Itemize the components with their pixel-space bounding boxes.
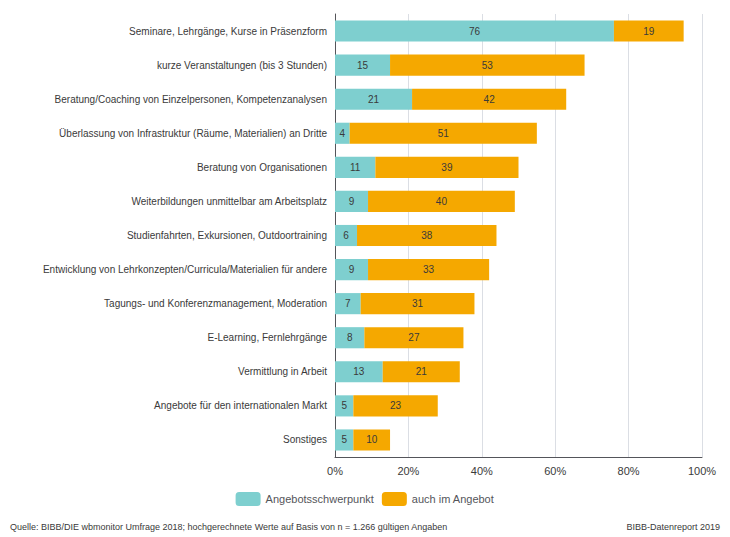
svg-text:4: 4 (340, 128, 346, 139)
svg-text:60%: 60% (544, 465, 566, 477)
svg-text:8: 8 (347, 332, 353, 343)
svg-text:5: 5 (341, 434, 347, 445)
svg-text:Beratung/Coaching von Einzelpe: Beratung/Coaching von Einzelpersonen, Ko… (55, 94, 327, 105)
svg-text:E-Learning, Fernlehrgänge: E-Learning, Fernlehrgänge (207, 332, 327, 343)
svg-text:Tagungs- und Konferenzmanageme: Tagungs- und Konferenzmanagement, Modera… (104, 298, 327, 309)
svg-text:Sonstiges: Sonstiges (283, 434, 327, 445)
svg-text:80%: 80% (618, 465, 640, 477)
svg-text:42: 42 (484, 94, 496, 105)
svg-text:40: 40 (436, 196, 448, 207)
svg-text:19: 19 (643, 26, 655, 37)
svg-text:Studienfahrten, Exkursionen, O: Studienfahrten, Exkursionen, Outdoortrai… (127, 230, 327, 241)
svg-text:Weiterbildungen unmittelbar am: Weiterbildungen unmittelbar am Arbeitspl… (132, 196, 327, 207)
svg-text:40%: 40% (471, 465, 493, 477)
svg-text:BIBB-Datenreport 2019: BIBB-Datenreport 2019 (626, 522, 720, 532)
svg-text:33: 33 (423, 264, 435, 275)
svg-text:Entwicklung von Lehrkonzepten/: Entwicklung von Lehrkonzepten/Curricula/… (43, 264, 327, 275)
svg-text:27: 27 (408, 332, 420, 343)
svg-text:Angebotsschwerpunkt: Angebotsschwerpunkt (266, 493, 374, 505)
svg-text:51: 51 (438, 128, 450, 139)
svg-text:Vermittlung in Arbeit: Vermittlung in Arbeit (238, 366, 327, 377)
svg-text:5: 5 (341, 400, 347, 411)
svg-text:10: 10 (366, 434, 378, 445)
svg-text:6: 6 (343, 230, 349, 241)
svg-text:7: 7 (345, 298, 351, 309)
svg-text:9: 9 (349, 264, 355, 275)
svg-text:9: 9 (349, 196, 355, 207)
svg-text:23: 23 (390, 400, 402, 411)
svg-text:31: 31 (412, 298, 424, 309)
svg-text:auch im Angebot: auch im Angebot (412, 493, 494, 505)
svg-text:Angebote für den international: Angebote für den internationalen Markt (154, 400, 327, 411)
svg-text:15: 15 (357, 60, 369, 71)
svg-text:100%: 100% (688, 465, 716, 477)
svg-text:53: 53 (482, 60, 494, 71)
svg-text:0%: 0% (327, 465, 343, 477)
svg-text:Seminare, Lehrgänge, Kurse in: Seminare, Lehrgänge, Kurse in Präsenzfor… (129, 26, 327, 37)
svg-text:21: 21 (368, 94, 380, 105)
svg-text:Quelle: BIBB/DIE wbmonitor Umf: Quelle: BIBB/DIE wbmonitor Umfrage 2018;… (10, 522, 447, 532)
svg-text:Beratung von Organisationen: Beratung von Organisationen (197, 162, 327, 173)
svg-text:38: 38 (421, 230, 433, 241)
svg-text:11: 11 (350, 162, 361, 173)
svg-text:76: 76 (469, 26, 481, 37)
svg-text:20%: 20% (397, 465, 419, 477)
svg-text:Überlassung von Infrastruktur: Überlassung von Infrastruktur (Räume, Ma… (59, 128, 327, 139)
svg-text:21: 21 (416, 366, 428, 377)
svg-text:13: 13 (353, 366, 365, 377)
svg-text:39: 39 (441, 162, 453, 173)
svg-text:kurze Veranstaltungen (bis 3 S: kurze Veranstaltungen (bis 3 Stunden) (157, 60, 327, 71)
